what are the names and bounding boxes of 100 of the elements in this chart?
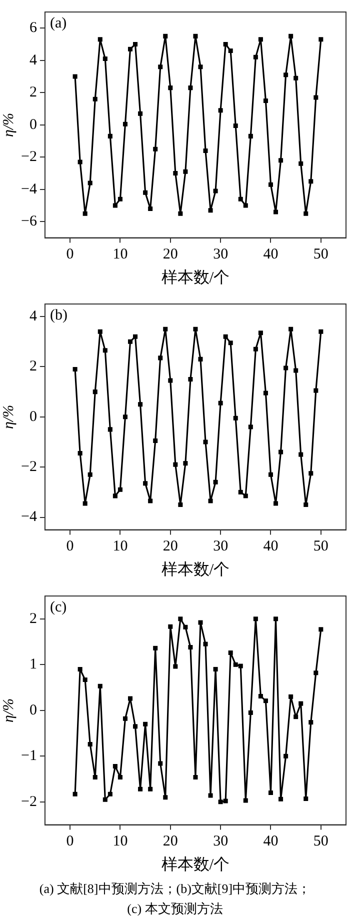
point (238, 664, 243, 668)
point (223, 42, 228, 47)
point (78, 666, 82, 672)
point (298, 701, 304, 706)
x-tick-label: 10 (112, 246, 128, 263)
x-tick-label: 50 (313, 246, 328, 263)
point (298, 161, 304, 166)
point (138, 111, 143, 116)
point (314, 95, 318, 100)
point (163, 326, 168, 332)
point (218, 400, 223, 406)
point (223, 334, 228, 339)
point (88, 742, 92, 747)
point (92, 774, 98, 780)
point (284, 754, 288, 758)
point (102, 56, 108, 62)
x-tick-label: 20 (162, 538, 178, 555)
point (143, 722, 148, 726)
point (258, 694, 263, 698)
point (72, 366, 78, 372)
point (308, 179, 314, 184)
point (163, 34, 168, 38)
point (158, 761, 163, 766)
point (278, 450, 284, 454)
point (314, 670, 318, 676)
point (98, 684, 102, 688)
x-axis-title: 样本数/个 (161, 268, 230, 287)
point (268, 790, 274, 796)
point (158, 356, 163, 360)
point (284, 366, 288, 370)
point (253, 54, 258, 60)
point (268, 472, 274, 477)
point (102, 797, 108, 802)
point (308, 471, 314, 476)
point (112, 764, 118, 768)
chart-title: (a) (50, 15, 67, 32)
x-axis-title: 样本数/个 (161, 560, 230, 579)
point (288, 694, 294, 699)
point (158, 64, 163, 70)
point (233, 123, 238, 128)
x-tick-label: 10 (112, 834, 128, 850)
point (122, 122, 128, 126)
point (82, 677, 88, 682)
y-tick-label: −4 (20, 181, 38, 198)
point (92, 96, 98, 102)
point (203, 148, 208, 153)
point (102, 348, 108, 353)
point (118, 487, 122, 492)
point (238, 490, 243, 494)
y-tick-label: 1 (29, 656, 37, 673)
x-tick-label: 20 (162, 834, 178, 850)
point (223, 798, 228, 804)
point (122, 414, 128, 420)
y-tick-label: −2 (20, 794, 37, 810)
point (218, 800, 223, 804)
point (112, 203, 118, 208)
point (173, 171, 178, 176)
chart-title: (b) (50, 307, 68, 324)
y-tick-label: 4 (29, 52, 38, 68)
y-tick-label: −2 (20, 149, 37, 166)
point (112, 494, 118, 498)
point (153, 146, 158, 152)
y-tick-label: 0 (29, 116, 37, 133)
y-tick-label: 2 (29, 84, 37, 101)
point (198, 64, 203, 70)
point (153, 438, 158, 443)
x-tick-label: 0 (66, 538, 74, 555)
point (138, 786, 143, 792)
point (88, 472, 92, 477)
point (193, 326, 198, 332)
y-tick-label: −4 (20, 509, 38, 526)
y-tick-label: 0 (29, 408, 37, 425)
point (198, 356, 203, 362)
point (304, 211, 308, 216)
point (318, 37, 324, 42)
point (178, 502, 183, 507)
point (143, 190, 148, 195)
x-tick-label: 40 (263, 538, 278, 555)
point (138, 402, 143, 407)
point (308, 720, 314, 725)
point (108, 134, 112, 138)
point (183, 461, 188, 466)
point (304, 796, 308, 801)
point (228, 650, 233, 656)
point (218, 108, 223, 113)
point (203, 440, 208, 444)
point (168, 86, 173, 90)
point (243, 203, 248, 208)
y-tick-label: 4 (29, 308, 38, 324)
point (168, 378, 173, 383)
point (208, 793, 213, 798)
point (318, 627, 324, 632)
point (118, 774, 122, 780)
point (193, 774, 198, 780)
point (208, 498, 213, 504)
point (148, 786, 153, 792)
point (128, 339, 133, 344)
point (294, 76, 298, 80)
x-tick-label: 40 (263, 246, 278, 263)
point (188, 86, 193, 90)
